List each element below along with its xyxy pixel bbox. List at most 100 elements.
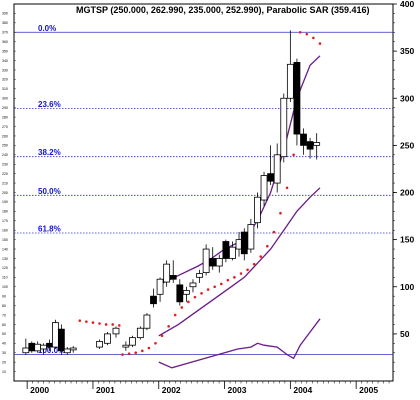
sar-dot [85,320,88,323]
candle-body [104,333,111,344]
left-tick-label: 140 [2,247,8,251]
left-tick-label: 330 [2,68,8,72]
candle-body [52,322,59,348]
sar-dot [252,262,256,266]
y-tick-label: 150 [400,235,414,245]
candle-body [229,246,236,259]
sar-dot [305,32,309,36]
sar-dot [98,322,101,325]
candle-body [267,173,275,182]
sar-dot [147,346,151,350]
sar-dot [134,351,138,355]
x-tick-label: 2000 [30,385,49,395]
candle-body [69,347,77,351]
price-candles [22,30,321,355]
left-tick-label: 340 [2,59,8,63]
left-tick-label: 110 [2,276,8,280]
sar-dot [219,282,223,286]
left-tick-label: 20 [2,360,6,364]
candle-body [46,342,53,348]
fib-level-label: 0.0% [38,24,56,33]
candle-body [34,343,42,352]
sar-dot [127,352,131,355]
chart-title: MGTSP (250.000, 262.990, 235.000, 252.99… [76,5,370,15]
candle-body [40,344,48,350]
y-tick-label: 400 [400,0,414,9]
candle-body [57,328,65,352]
y-tick-label: 250 [400,140,414,150]
sar-dot [233,276,236,279]
parabolic-sar-dots [78,30,322,356]
y-tick-label: 200 [400,188,414,198]
candle-body [63,348,71,354]
candle-body [176,284,184,303]
left-tick-label: 230 [2,163,8,167]
candle-body [313,142,321,146]
sar-dot [259,255,263,258]
candle-body [306,141,314,150]
candle-body [169,275,177,280]
sar-dot [187,300,190,304]
time-axis: 2000 2001 2002 2003 2004 2005 [26,381,390,395]
sar-dot [104,323,108,326]
left-tick-label: 380 [2,21,8,25]
candle-body [300,133,307,146]
candle-body [196,273,203,278]
fib-level-label: 100.0% [38,346,65,355]
candle-body [286,63,294,99]
sar-dot [318,42,322,45]
sar-dot [173,313,177,317]
sar-dot [160,334,164,338]
sar-dot [154,342,157,345]
left-tick-label: 80 [2,304,6,308]
left-tick-label: 160 [2,229,8,233]
candle-body [202,248,210,274]
candle-body [240,231,248,255]
sar-dot [285,186,289,190]
y-tick-label: 100 [400,282,414,292]
y-tick-label: 350 [400,46,414,56]
indicator-line [158,187,321,337]
left-tick-label: 120 [2,266,8,270]
fib-level-label: 50.0% [38,187,61,196]
y-tick-label: 50 [400,329,410,339]
candle-body [143,314,151,329]
candle-body [247,224,255,250]
sar-dot [279,211,282,215]
left-tick-label: 90 [2,294,6,298]
x-tick-label: 2004 [293,385,312,395]
candle-body [215,258,223,267]
fibonacci-levels: 0.0% 23.6% 38.2% 50.0% 61.8% 100.0% [14,24,393,355]
left-tick-label: 250 [2,144,8,148]
candle-body [209,258,217,267]
left-tick-label: 70 [2,313,6,317]
candle-body [163,263,171,283]
right-price-axis: 50 100 150 200 250 300 350 400 [393,0,414,372]
left-tick-label: 150 [2,238,8,242]
left-tick-label: 320 [2,78,8,82]
sar-dot [272,230,276,234]
sar-dot [141,349,144,353]
candle-body [112,327,120,335]
candle-body [129,337,136,346]
indicator-line [158,318,321,369]
left-tick-label: 10 [2,370,6,374]
left-tick-label: 50 [2,332,6,336]
left-scale-axis: 10 20 30 40 50 60 70 80 90 100 110 120 130 140 150 160 1… [2,12,16,374]
fib-level-label: 23.6% [38,100,61,109]
x-tick-label: 2005 [359,385,378,395]
sar-dot [206,288,210,291]
left-tick-label: 390 [2,12,8,16]
left-tick-label: 40 [2,342,6,346]
x-tick-label: 2002 [162,385,181,395]
candle-body [273,154,281,184]
sar-dot [121,353,124,356]
candle-body [182,290,190,295]
sar-dot [193,295,197,299]
candle-body [122,344,130,348]
left-tick-label: 200 [2,191,8,195]
sar-dot [180,306,184,309]
sar-dot [312,36,315,40]
candle-body [28,342,36,352]
